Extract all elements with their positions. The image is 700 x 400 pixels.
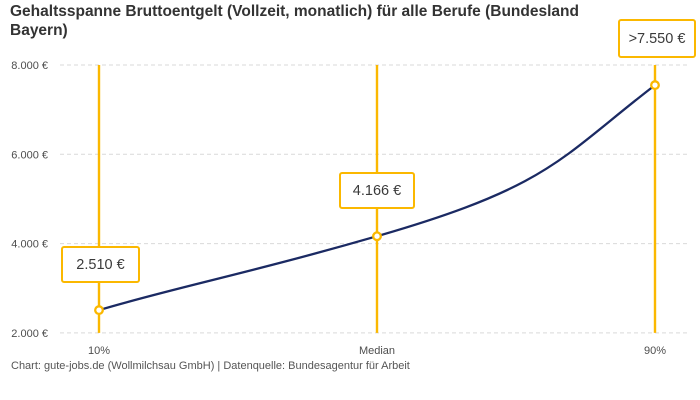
svg-text:2.000 €: 2.000 € [11,328,48,340]
svg-text:Median: Median [359,345,395,357]
svg-text:6.000 €: 6.000 € [11,149,48,161]
svg-text:90%: 90% [644,345,666,357]
svg-text:8.000 €: 8.000 € [11,60,48,72]
svg-text:10%: 10% [88,345,110,357]
svg-text:4.000 €: 4.000 € [11,239,48,251]
